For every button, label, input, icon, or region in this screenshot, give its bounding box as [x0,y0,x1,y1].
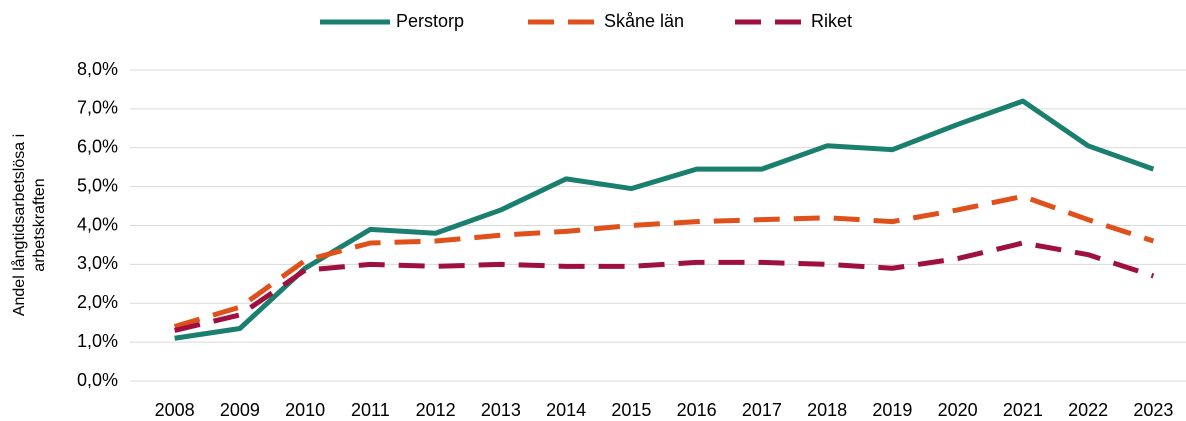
y-tick-label: 7,0% [77,98,118,118]
x-tick-label: 2022 [1068,400,1108,420]
y-axis-title: Andel långtidsarbetslösa i arbetskraften [10,134,48,316]
y-tick-label: 8,0% [77,59,118,79]
x-tick-label: 2009 [220,400,260,420]
line-series [174,240,1155,333]
x-tick-label: 2019 [872,400,912,420]
y-tick-label: 0,0% [77,370,118,390]
x-tick-label: 2012 [416,400,456,420]
legend-label: Riket [811,11,852,31]
y-tick-label: 6,0% [77,137,118,157]
y-axis-title-line: arbetskraften [31,178,48,271]
x-tick-label: 2010 [285,400,325,420]
y-tick-label: 3,0% [77,253,118,273]
line-series [173,193,1155,329]
x-tick-label: 2020 [938,400,978,420]
legend-label: Perstorp [396,11,464,31]
legend-label: Skåne län [604,11,684,31]
x-tick-label: 2013 [481,400,521,420]
x-tick-label: 2021 [1003,400,1043,420]
x-tick-label: 2008 [155,400,195,420]
x-tick-label: 2018 [807,400,847,420]
y-tick-label: 2,0% [77,292,118,312]
x-tick-label: 2014 [546,400,586,420]
x-tick-label: 2015 [611,400,651,420]
y-axis-title-line: Andel långtidsarbetslösa i [10,134,28,316]
y-tick-label: 1,0% [77,331,118,351]
line-series [174,98,1155,341]
y-tick-label: 4,0% [77,214,118,234]
x-tick-label: 2011 [351,400,390,420]
x-tick-label: 2017 [742,400,782,420]
x-tick-label: 2016 [677,400,717,420]
y-tick-label: 5,0% [77,175,118,195]
x-tick-label: 2023 [1133,400,1173,420]
